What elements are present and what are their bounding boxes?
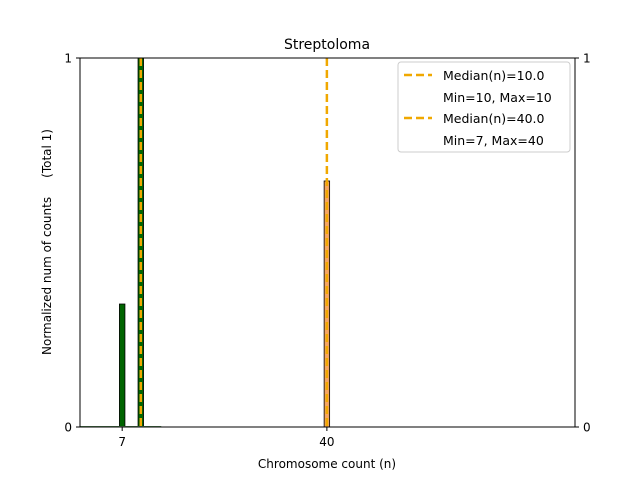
plot-frame — [79, 57, 576, 428]
y-axis-ticks: 0 1 0 1 — [64, 52, 590, 435]
legend-label-median-1: Median(n)=10.0 — [443, 68, 544, 83]
chart-title: Streptoloma — [284, 37, 370, 53]
y-tick-label-secondary-1: 1 — [583, 52, 591, 66]
legend-frame — [397, 61, 571, 153]
y-tick-label-primary-1: 1 — [64, 52, 72, 66]
y-tick-label-primary-0: 0 — [64, 421, 72, 435]
bar-series1-x7 — [119, 303, 126, 428]
y-tick-label-secondary-0: 0 — [583, 421, 591, 435]
legend-label-range-2: Min=7, Max=40 — [443, 133, 544, 148]
x-tick-label-40: 40 — [319, 435, 334, 449]
x-tick-label-7: 7 — [118, 435, 126, 449]
legend-label-range-1: Min=10, Max=10 — [443, 90, 552, 105]
median-lines-group — [139, 58, 329, 427]
x-axis-label: Chromosome count (n) — [258, 457, 396, 471]
y-axis-label: Normalized num of counts (Total 1) — [40, 129, 54, 355]
legend: Median(n)=10.0 Min=10, Max=10 Median(n)=… — [397, 61, 571, 153]
legend-label-median-2: Median(n)=40.0 — [443, 111, 544, 126]
x-axis-ticks: 7 40 — [118, 427, 335, 449]
